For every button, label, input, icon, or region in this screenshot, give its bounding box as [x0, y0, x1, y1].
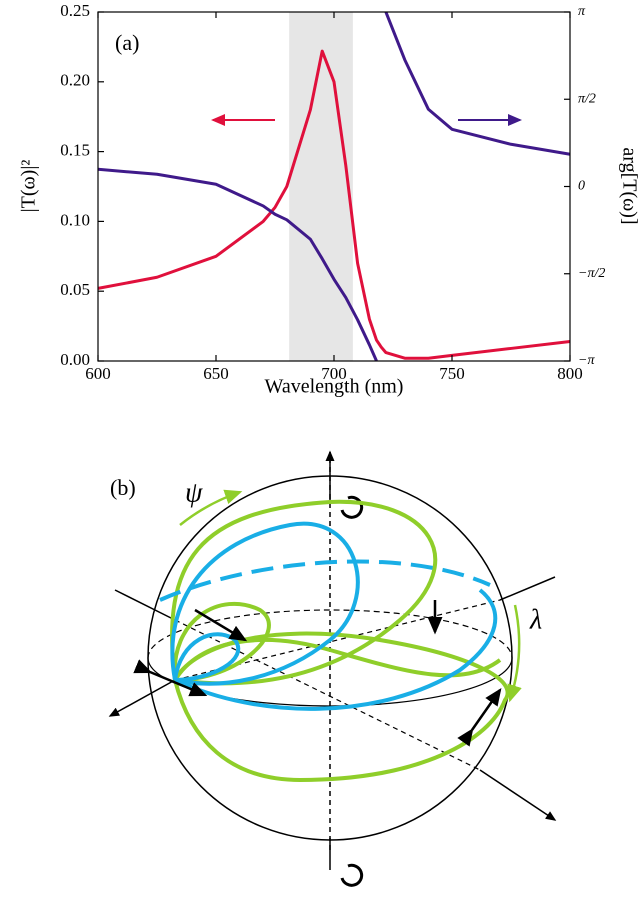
panel-label: (a) [115, 30, 139, 55]
x-axis-label: Wavelength (nm) [265, 376, 404, 398]
y-tick-label: 0.20 [60, 71, 90, 90]
line-series [97, 167, 378, 362]
x-tick-label: 800 [557, 364, 583, 383]
x-tick-label: 750 [439, 364, 465, 383]
y-tick-label: 0.05 [60, 280, 90, 299]
y2-tick-label: π [578, 4, 586, 19]
y-tick-label: 0.25 [60, 1, 90, 20]
x-tick-label: 600 [85, 364, 111, 383]
x-tick-label: 650 [203, 364, 229, 383]
y2-tick-label: π/2 [578, 91, 596, 106]
y2-axis-label: arg[T(ω)] [618, 147, 640, 224]
y-tick-label: 0.00 [60, 350, 90, 369]
y2-tick-label: −π [578, 353, 595, 368]
y-axis-label: |T(ω)|² [18, 160, 40, 213]
y2-tick-label: 0 [578, 179, 585, 194]
y-tick-label: 0.15 [60, 141, 90, 160]
line-series [97, 49, 571, 360]
y2-tick-label: −π/2 [578, 266, 605, 281]
y-tick-label: 0.10 [60, 210, 90, 229]
shaded-region [289, 12, 353, 361]
psi-label: ψ [185, 477, 203, 508]
x-tick-label: 700 [321, 364, 347, 383]
lambda-label: λ [529, 604, 542, 635]
panel-label-b: (b) [110, 475, 136, 500]
line-series [384, 11, 571, 156]
poincare-sphere [108, 450, 557, 887]
chart-a: 600 650 700 750 800 0.00 0.05 0.10 0.15 0.20 0.25 −… [60, 1, 605, 383]
